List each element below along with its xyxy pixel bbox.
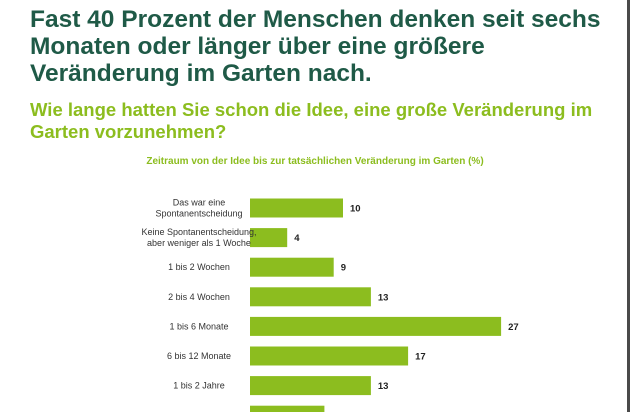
value-label-5: 17	[415, 352, 426, 363]
survey-question: Wie lange hatten Sie schon die Idee, ein…	[30, 99, 593, 142]
value-label-6: 13	[378, 381, 389, 392]
chart-title: Zeitraum von der Idee bis zur tatsächlic…	[146, 156, 484, 167]
headline: Fast 40 Prozent der Menschen denken seit…	[30, 6, 601, 87]
value-label-1: 4	[294, 233, 300, 244]
category-label-6-0: 1 bis 2 Jahre	[173, 381, 225, 391]
value-label-4: 27	[508, 322, 519, 333]
bar-6	[250, 376, 371, 396]
category-label-0-1: Spontanentscheidung	[155, 209, 242, 219]
value-label-2: 9	[341, 263, 346, 274]
category-label-1-0: Keine Spontanentscheidung,	[141, 227, 256, 237]
bar-4	[250, 316, 502, 336]
category-label-1-1: aber weniger als 1 Woche	[147, 238, 251, 248]
category-label-0-0: Das war eine	[173, 198, 226, 208]
bar-2	[250, 257, 334, 277]
category-label-2-0: 1 bis 2 Wochen	[168, 262, 230, 272]
right-edge-rule	[627, 0, 630, 412]
bar-1	[250, 228, 288, 248]
bar-3	[250, 287, 371, 307]
category-label-5-0: 6 bis 12 Monate	[167, 351, 231, 361]
value-label-0: 10	[350, 204, 361, 215]
category-label-4-0: 1 bis 6 Monate	[169, 321, 228, 331]
bar-0	[250, 198, 343, 218]
bar-7	[250, 405, 325, 412]
category-label-3-0: 2 bis 4 Wochen	[168, 292, 230, 302]
value-label-3: 13	[378, 292, 389, 303]
bar-5	[250, 346, 409, 366]
